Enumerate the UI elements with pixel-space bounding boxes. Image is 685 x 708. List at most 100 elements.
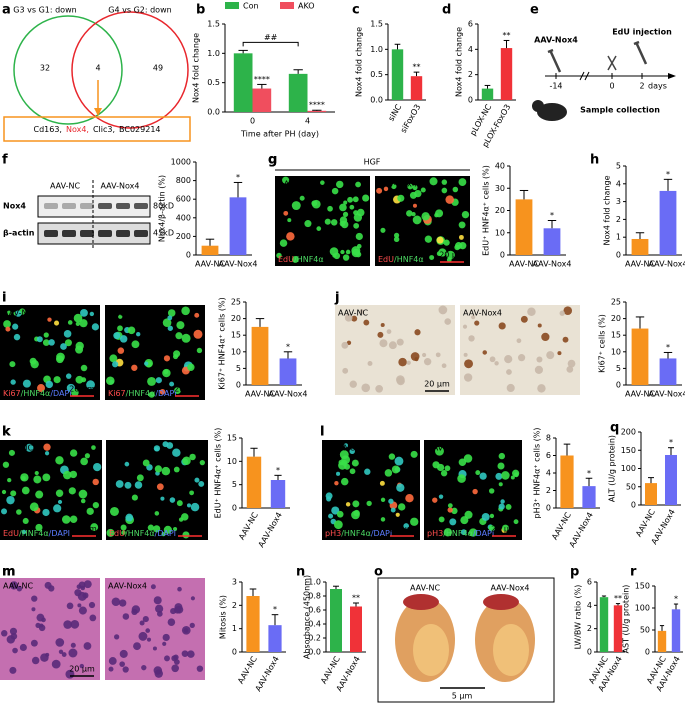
nucleus — [336, 471, 341, 476]
nucleus — [446, 257, 452, 263]
band — [98, 230, 112, 237]
nucleus — [136, 474, 144, 482]
nucleus — [566, 366, 574, 373]
nucleus — [155, 604, 164, 613]
nucleus — [340, 249, 345, 255]
y-axis-label: Mitosis (%) — [219, 595, 228, 639]
nucleus — [291, 256, 299, 263]
x-tick-label: AAV-NC — [625, 260, 656, 269]
venn-count: 32 — [40, 64, 50, 73]
frame-label: AAV-Nox4 — [109, 444, 148, 453]
nucleus — [349, 204, 355, 210]
y-tick-label: 1.0 — [207, 49, 220, 58]
nucleus — [89, 311, 95, 317]
y-tick-label: 4 — [616, 179, 621, 188]
panel-label: c — [352, 3, 360, 18]
y-tick-label: 1.0 — [370, 45, 383, 54]
nucleus — [190, 502, 200, 512]
panel-label: i — [2, 291, 6, 306]
syringe — [633, 40, 648, 65]
nucleus — [136, 332, 141, 337]
nucleus — [423, 357, 432, 366]
nucleus — [86, 507, 94, 515]
nucleus — [342, 211, 349, 218]
panel-label: d — [442, 3, 451, 18]
nucleus — [120, 524, 127, 531]
panel-label: m — [2, 565, 16, 580]
lane-label: AAV-Nox4 — [100, 182, 139, 191]
nucleus — [458, 234, 464, 240]
stain: EdU — [378, 255, 394, 264]
y-tick-label: 1 — [616, 233, 621, 242]
venn-right-label: G4 vs G2: down — [108, 6, 171, 15]
nucleus — [349, 380, 357, 388]
y-tick-label: 50 — [640, 626, 650, 635]
nucleus — [537, 323, 542, 328]
syringe — [547, 48, 562, 73]
nucleus — [361, 383, 371, 393]
scale-label: 20 μm — [174, 385, 200, 394]
nucleus — [77, 603, 82, 608]
y-tick-label: 150 — [621, 446, 636, 455]
y-tick-label: 10 — [231, 347, 241, 356]
nucleus — [520, 315, 528, 323]
venn-count: 49 — [153, 64, 163, 73]
nucleus — [443, 528, 453, 537]
x-tick-label: AAV-NC — [245, 390, 276, 399]
x-tick-label: AAV-NC — [550, 510, 573, 541]
nucleus — [51, 659, 61, 669]
nucleus — [458, 458, 467, 467]
nucleus — [154, 465, 162, 473]
nucleus — [64, 339, 72, 347]
nucleus — [390, 507, 396, 513]
nucleus — [396, 375, 405, 384]
nucleus — [460, 529, 467, 536]
venn-right — [71, 11, 189, 129]
y-tick-label: 2 — [468, 70, 473, 79]
nucleus — [567, 359, 576, 368]
nucleus — [342, 254, 350, 261]
nucleus — [106, 528, 115, 537]
nucleus — [148, 391, 155, 398]
nucleus — [68, 487, 76, 495]
nucleus — [141, 664, 147, 671]
y-tick-label: 2 — [587, 624, 592, 633]
legend-swatch — [225, 2, 239, 9]
nucleus — [187, 363, 195, 371]
significance: * — [669, 438, 673, 447]
y-tick-label: 0.2 — [308, 634, 321, 643]
y-tick-label: 1.0 — [308, 578, 321, 587]
nucleus — [398, 357, 407, 367]
nucleus — [454, 244, 461, 251]
nucleus — [154, 447, 159, 452]
nucleus — [458, 221, 466, 229]
nucleus — [12, 323, 19, 330]
stain: pH3 — [325, 529, 341, 538]
nucleus — [45, 380, 54, 389]
frame-label: AAV-Nox4 — [108, 582, 147, 591]
y-tick-label: 150 — [635, 582, 650, 591]
nucleus — [386, 329, 392, 334]
nucleus — [443, 239, 450, 246]
y-tick-label: 200 — [621, 428, 636, 437]
nucleus — [142, 615, 149, 623]
nucleus — [174, 387, 181, 395]
nucleus — [42, 473, 51, 482]
nucleus — [78, 606, 87, 615]
nucleus — [55, 638, 65, 647]
y-tick-label: 10 — [495, 228, 505, 237]
nucleus — [420, 187, 426, 193]
panel-label: k — [2, 425, 11, 440]
nucleus — [513, 519, 519, 525]
nucleus — [22, 517, 29, 524]
y-tick-label: 0 — [186, 251, 191, 260]
significance: **** — [309, 101, 325, 110]
nucleus — [67, 320, 73, 325]
band — [44, 230, 58, 237]
venn-left-label: G3 vs G1: down — [13, 6, 76, 15]
bar — [665, 454, 677, 505]
y-tick-label: 2 — [616, 215, 621, 224]
nucleus — [311, 200, 318, 207]
y-tick-label: 0.0 — [308, 648, 321, 657]
nucleus — [156, 483, 164, 491]
